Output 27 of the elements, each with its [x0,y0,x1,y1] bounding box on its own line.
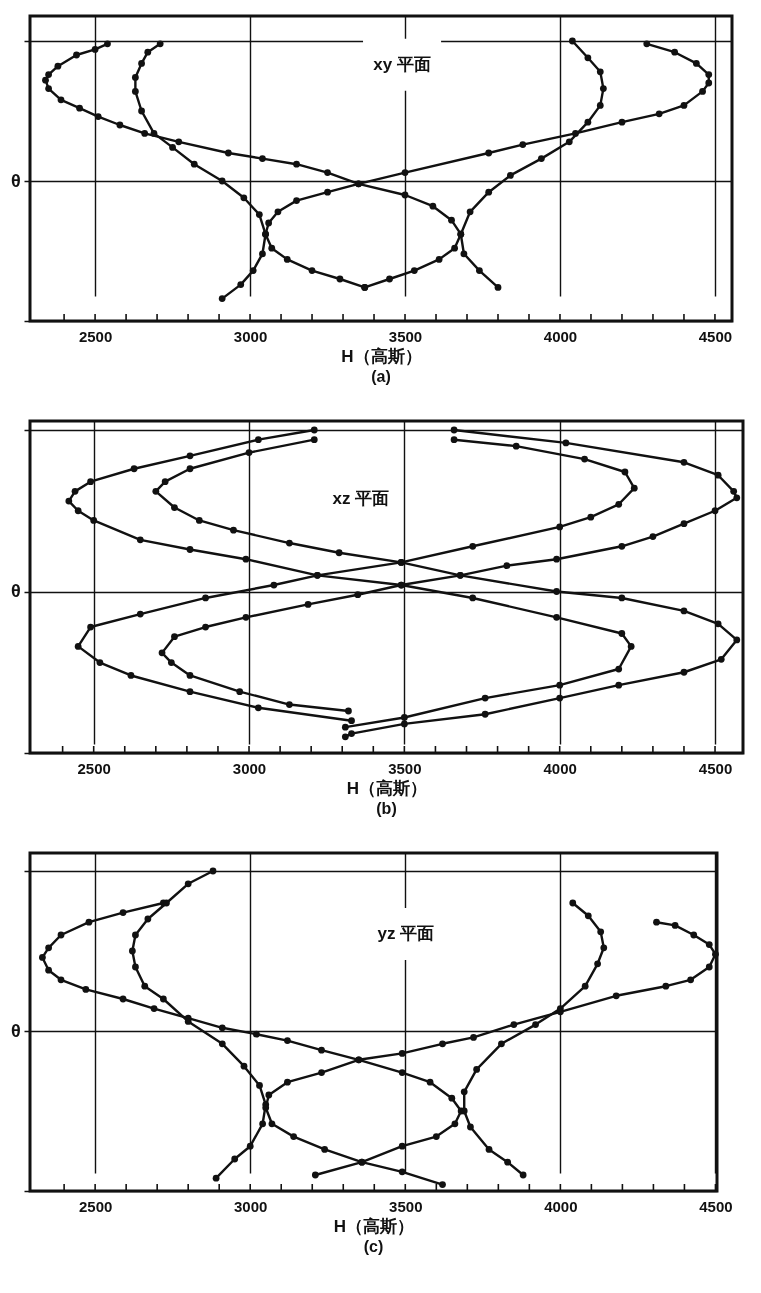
text: (b) [376,800,397,817]
text: (c) [363,1238,384,1255]
x-tick-label: 3500 [388,327,423,345]
x-tick-label: 3500 [388,759,422,777]
x-tick-label: 4500 [699,1197,733,1215]
y-axis-title: θ [10,581,21,601]
x-axis-title: H（高斯） [346,778,428,798]
x-tick-label: 3000 [233,327,268,345]
x-tick-label: 4000 [543,327,578,345]
x-tick-label: 3500 [389,1197,423,1215]
text: (a) [371,368,391,385]
x-axis-title: H（高斯） [341,346,422,366]
x-tick-label: 2500 [77,759,111,777]
x-tick-label: 4000 [544,1197,578,1215]
x-tick-label: 4500 [698,759,733,777]
x-tick-label: 2500 [78,1197,113,1215]
x-tick-label: 4500 [698,327,733,345]
x-axis-title: H（高斯） [333,1216,415,1236]
x-tick-label: 2500 [78,327,113,345]
text: xy 平面 [373,54,431,74]
x-tick-label: 3000 [232,759,267,777]
text: xz 平面 [332,489,390,509]
x-tick-label: 4000 [543,759,577,777]
text: yz 平面 [377,924,435,944]
x-tick-label: 3000 [234,1197,268,1215]
y-axis-title: θ [10,170,21,191]
y-axis-title: θ [10,1020,21,1041]
